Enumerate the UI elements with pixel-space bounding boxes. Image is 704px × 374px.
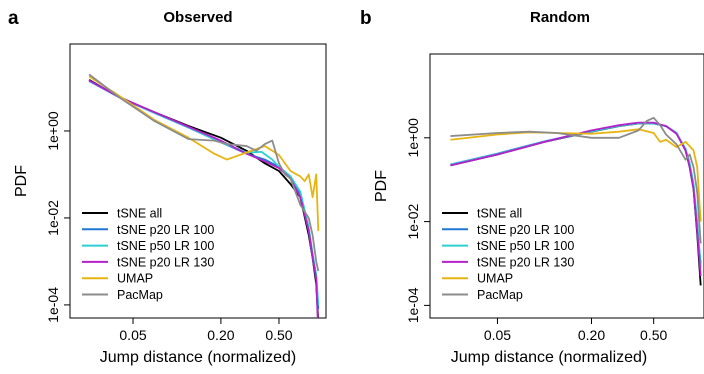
series-line-6 bbox=[450, 116, 702, 244]
series-line-5 bbox=[88, 75, 320, 232]
legend-label: tSNE p20 LR 100 bbox=[117, 223, 214, 237]
y-tick-label: 1e+00 bbox=[405, 118, 421, 158]
panel-label: a bbox=[8, 8, 19, 29]
y-tick-label: 1e-02 bbox=[45, 200, 61, 236]
legend-label: tSNE p50 LR 100 bbox=[117, 239, 214, 253]
plot-frame bbox=[429, 53, 704, 319]
series-line-4 bbox=[88, 79, 319, 318]
legend-label: tSNE p20 LR 130 bbox=[477, 255, 574, 269]
series-group bbox=[450, 116, 702, 286]
series-group bbox=[88, 73, 320, 318]
legend-label: UMAP bbox=[117, 272, 153, 286]
x-tick-label: 0.50 bbox=[265, 327, 292, 343]
x-tick-label: 0.50 bbox=[640, 327, 667, 343]
plot-frame bbox=[69, 43, 327, 319]
panel-label: b bbox=[360, 8, 372, 29]
x-tick-label: 0.20 bbox=[578, 327, 605, 343]
y-tick-label: 1e-04 bbox=[405, 287, 421, 323]
y-tick-label: 1e-04 bbox=[45, 287, 61, 323]
series-line-1 bbox=[88, 79, 319, 318]
y-axis-label: PDF bbox=[373, 170, 390, 202]
legend-label: tSNE p20 LR 130 bbox=[117, 255, 214, 269]
legend-label: UMAP bbox=[477, 272, 513, 286]
y-axis-label: PDF bbox=[13, 165, 30, 197]
x-tick-label: 0.05 bbox=[119, 327, 146, 343]
chart-title: Observed bbox=[163, 9, 232, 26]
legend: tSNE all tSNE p20 LR 100 tSNE p50 LR 100 tS… bbox=[442, 207, 574, 302]
legend: tSNE all tSNE p20 LR 100 tSNE p50 LR 100 tS… bbox=[82, 207, 214, 302]
y-tick-label: 1e-02 bbox=[405, 203, 421, 239]
legend-label: tSNE all bbox=[117, 207, 162, 221]
x-axis-label: Jump distance (normalized) bbox=[100, 349, 297, 366]
chart-title: Random bbox=[530, 9, 590, 26]
x-axis-label: Jump distance (normalized) bbox=[451, 349, 648, 366]
x-tick-label: 0.05 bbox=[484, 327, 511, 343]
x-tick-label: 0.20 bbox=[207, 327, 234, 343]
legend-label: tSNE p50 LR 100 bbox=[477, 239, 574, 253]
legend-label: PacMap bbox=[117, 288, 163, 302]
legend-label: tSNE all bbox=[477, 207, 522, 221]
chart-panel-a: 0.05 0.20 0.50 1e-04 1e-02 1e+00 Jump distance… bbox=[8, 8, 327, 366]
y-tick-label: 1e+00 bbox=[45, 111, 61, 151]
legend-label: tSNE p20 LR 100 bbox=[477, 223, 574, 237]
chart-panel-b: 0.05 0.20 0.50 1e-04 1e-02 1e+00 Jump distance… bbox=[360, 8, 704, 366]
legend-label: PacMap bbox=[477, 288, 523, 302]
series-line-6 bbox=[88, 73, 320, 272]
